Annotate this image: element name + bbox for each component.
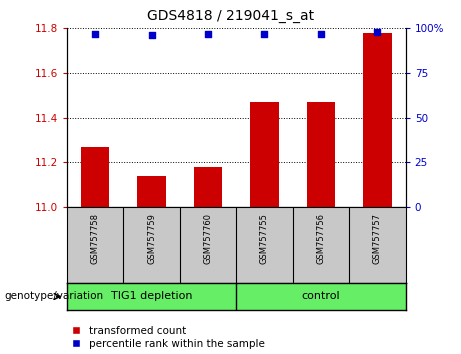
Text: TIG1 depletion: TIG1 depletion: [111, 291, 192, 302]
Bar: [363, 33, 391, 207]
Bar: [194, 167, 222, 207]
Point: [374, 29, 381, 35]
Legend: transformed count, percentile rank within the sample: transformed count, percentile rank withi…: [72, 326, 265, 349]
Point: [261, 31, 268, 36]
Text: GSM757758: GSM757758: [90, 213, 100, 264]
Text: GSM757757: GSM757757: [373, 213, 382, 264]
Point: [148, 33, 155, 38]
Text: GSM757760: GSM757760: [203, 213, 213, 264]
Text: control: control: [301, 291, 340, 302]
Point: [317, 31, 325, 36]
Text: genotype/variation: genotype/variation: [5, 291, 104, 302]
Bar: [307, 102, 335, 207]
Text: GSM757759: GSM757759: [147, 213, 156, 264]
Point: [204, 31, 212, 36]
Text: GSM757755: GSM757755: [260, 213, 269, 264]
Text: GDS4818 / 219041_s_at: GDS4818 / 219041_s_at: [147, 9, 314, 23]
Bar: [250, 102, 278, 207]
Bar: [81, 147, 109, 207]
Point: [91, 31, 99, 36]
Text: GSM757756: GSM757756: [316, 213, 325, 264]
Bar: [137, 176, 165, 207]
